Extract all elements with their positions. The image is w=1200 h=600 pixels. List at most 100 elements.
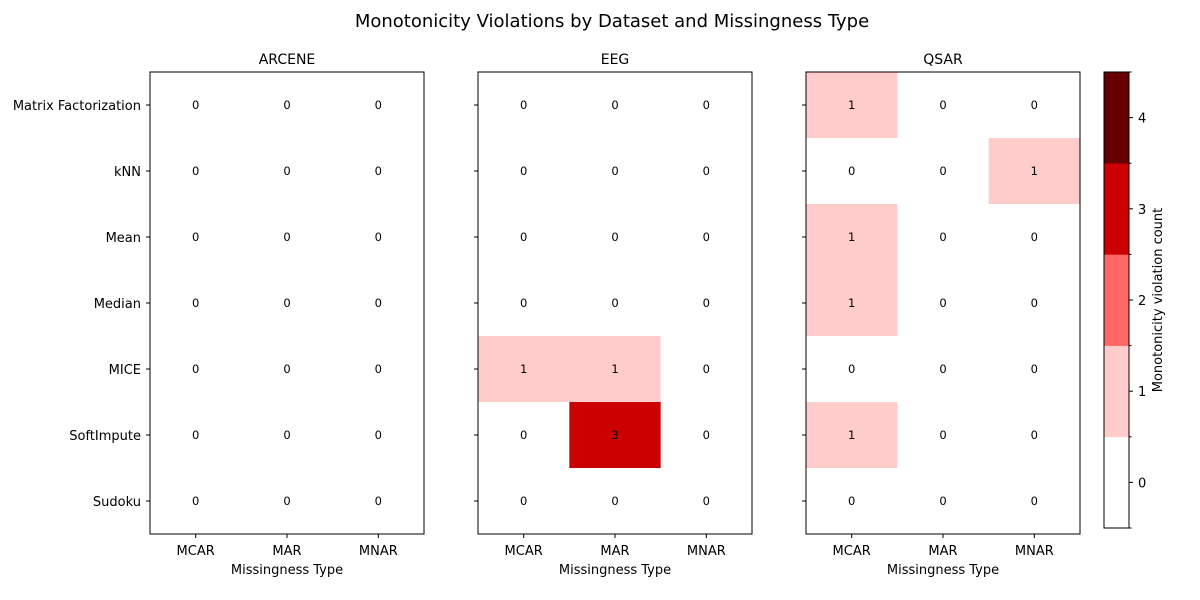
cell-value-label: 0 (520, 230, 527, 244)
x-tick-label: MCAR (177, 544, 215, 559)
cell-value-label: 0 (703, 296, 710, 310)
heatmap-cell (897, 72, 989, 139)
cell-value-label: 0 (283, 230, 290, 244)
heatmap-cell (806, 402, 898, 469)
cell-value-label: 0 (939, 230, 946, 244)
panel-qsar: 1 0 0 0 0 1 1 0 0 1 0 0 0 0 0 1 0 0 0 0 0 QSAR MCAR MAR MNAR Miss… (802, 52, 1081, 578)
heatmap-cell (150, 270, 242, 337)
cell-value-label: 1 (848, 230, 855, 244)
cell-value-label: 0 (375, 428, 382, 442)
heatmap-cell (988, 270, 1081, 337)
cell-value-label: 0 (1031, 296, 1038, 310)
heatmap-cell (897, 336, 989, 403)
heatmap-cell (660, 138, 753, 205)
colorbar-tick-label: 4 (1138, 112, 1146, 127)
cell-value-label: 0 (1031, 494, 1038, 508)
cell-value-label: 1 (1031, 164, 1038, 178)
heatmap-cell (478, 468, 570, 535)
heatmap-cell (660, 468, 753, 535)
heatmap-cell (988, 204, 1081, 271)
y-tick-label: kNN (114, 165, 141, 180)
heatmap-panels: 0 0 0 0 0 0 0 0 0 0 0 0 0 0 0 0 0 0 0 0 0 ARCENE MCAR MAR MNAR Mi… (13, 52, 1081, 578)
cell-value-label: 0 (283, 428, 290, 442)
heatmap-cell (806, 204, 898, 271)
heatmap-cell (806, 270, 898, 337)
heatmap-cell (332, 138, 425, 205)
cell-value-label: 0 (848, 362, 855, 376)
cell-value-label: 0 (1031, 230, 1038, 244)
heatmap-cell (332, 336, 425, 403)
y-tick-label: Median (94, 297, 141, 312)
heatmap-cell (478, 336, 570, 403)
heatmap-cell (241, 138, 333, 205)
heatmap-cell (806, 72, 898, 139)
heatmap-cell (478, 402, 570, 469)
heatmap-cell (478, 72, 570, 139)
heatmap-cell (988, 72, 1081, 139)
heatmap-cell (660, 72, 753, 139)
heatmap-cell (988, 402, 1081, 469)
heatmap-cell (569, 72, 661, 139)
colorbar-tick-label: 2 (1138, 294, 1146, 309)
cell-value-label: 0 (939, 494, 946, 508)
x-tick-label: MNAR (359, 544, 398, 559)
cell-value-label: 0 (375, 98, 382, 112)
heatmap-cell (660, 270, 753, 337)
x-axis-label: Missingness Type (887, 563, 999, 578)
x-tick-label: MAR (600, 544, 629, 559)
heatmap-cell (988, 336, 1081, 403)
heatmap-cell (478, 138, 570, 205)
heatmap-cell (569, 270, 661, 337)
panel-arcene: 0 0 0 0 0 0 0 0 0 0 0 0 0 0 0 0 0 0 0 0 0 ARCENE MCAR MAR MNAR Mi… (13, 52, 425, 578)
cell-value-label: 0 (283, 362, 290, 376)
x-tick-label: MAR (272, 544, 301, 559)
heatmap-cell (897, 138, 989, 205)
colorbar-tick-label: 1 (1138, 385, 1146, 400)
y-tick-label: Mean (106, 231, 141, 246)
heatmap-cell (569, 138, 661, 205)
heatmap-cell (332, 204, 425, 271)
heatmap-cell (806, 138, 898, 205)
cell-value-label: 0 (283, 494, 290, 508)
chart-title: Monotonicity Violations by Dataset and M… (355, 11, 869, 32)
cell-value-label: 1 (611, 362, 618, 376)
heatmap-cell (150, 72, 242, 139)
heatmap-cell (988, 468, 1081, 535)
heatmap-cell (897, 402, 989, 469)
cell-value-label: 0 (192, 494, 199, 508)
heatmap-cell (806, 336, 898, 403)
heatmap-cell (241, 468, 333, 535)
cell-value-label: 1 (848, 428, 855, 442)
colorbar: 0 1 2 3 4 Monotonicity violation count (1103, 71, 1166, 529)
heatmap-cell (569, 336, 661, 403)
cell-value-label: 3 (611, 428, 618, 442)
heatmap-cell (569, 468, 661, 535)
cell-value-label: 0 (703, 362, 710, 376)
cell-value-label: 0 (192, 230, 199, 244)
panel-title: EEG (601, 52, 630, 68)
colorbar-segment (1104, 72, 1129, 164)
heatmap-cell (150, 336, 242, 403)
heatmap-cell (150, 138, 242, 205)
y-tick-label: Sudoku (93, 495, 141, 510)
cell-value-label: 0 (283, 98, 290, 112)
cell-value-label: 1 (848, 98, 855, 112)
heatmap-cell (478, 204, 570, 271)
cell-value-label: 0 (703, 164, 710, 178)
cell-value-label: 0 (611, 98, 618, 112)
heatmap-cell (150, 402, 242, 469)
heatmap-cell (569, 402, 661, 469)
cell-value-label: 0 (1031, 428, 1038, 442)
x-axis-label: Missingness Type (559, 563, 671, 578)
heatmap-cell (241, 270, 333, 337)
heatmap-cell (660, 336, 753, 403)
cell-value-label: 0 (611, 494, 618, 508)
heatmap-cell (241, 402, 333, 469)
x-tick-label: MCAR (505, 544, 543, 559)
cell-value-label: 0 (520, 494, 527, 508)
cell-value-label: 0 (848, 164, 855, 178)
cell-value-label: 0 (1031, 98, 1038, 112)
cell-value-label: 0 (611, 296, 618, 310)
colorbar-label: Monotonicity violation count (1151, 208, 1166, 393)
